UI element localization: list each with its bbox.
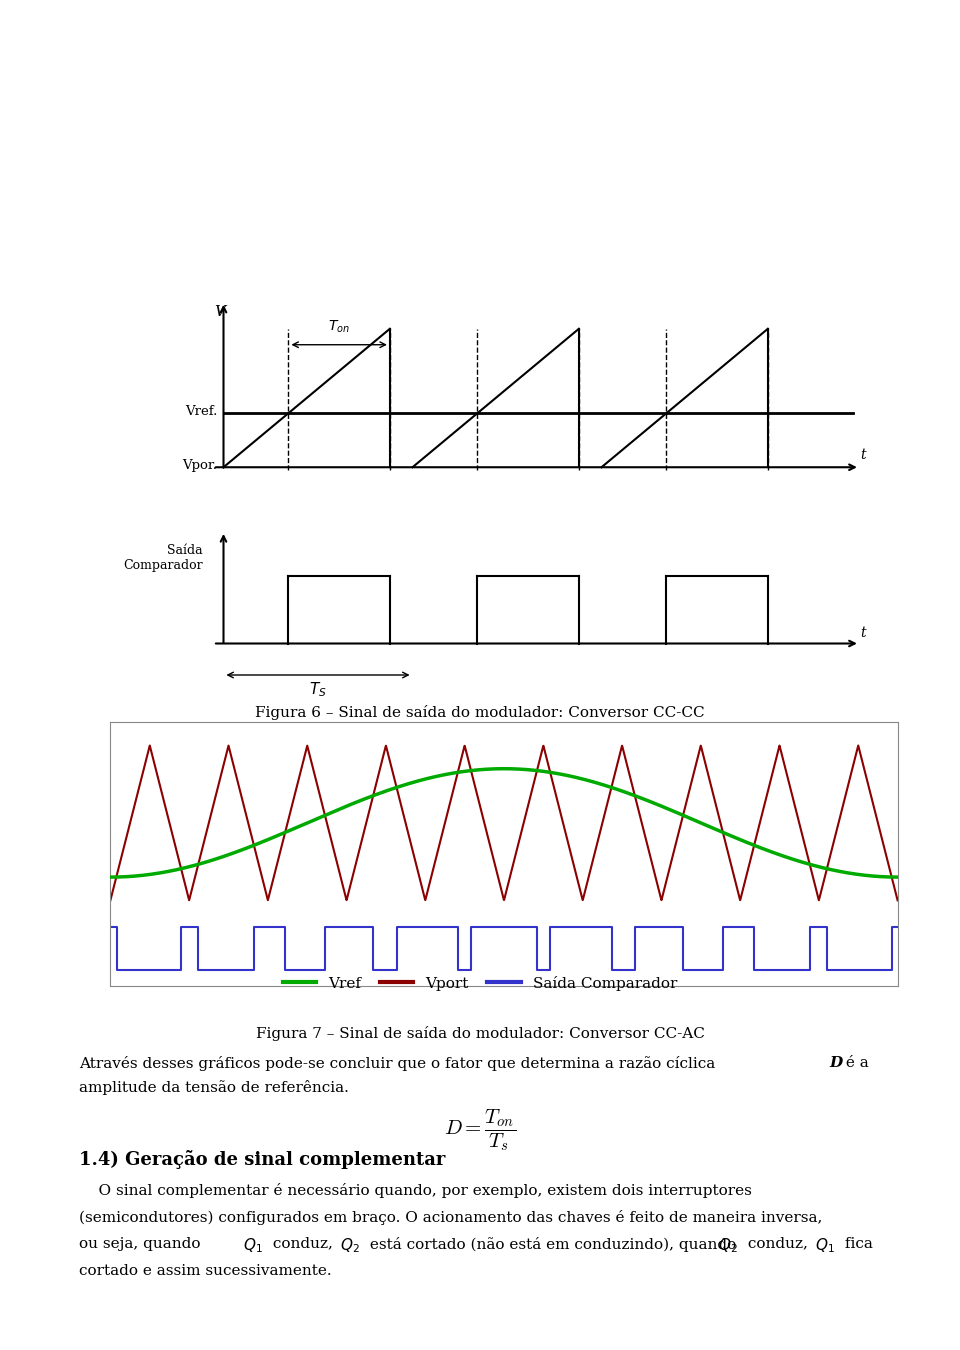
Text: $\mathbf{\mathit{Q_2}}$: $\mathbf{\mathit{Q_2}}$: [340, 1237, 359, 1256]
Text: conduz,: conduz,: [268, 1237, 338, 1250]
Text: fica: fica: [840, 1237, 873, 1250]
Text: $\mathbf{\mathit{Q_1}}$: $\mathbf{\mathit{Q_1}}$: [815, 1237, 835, 1256]
Text: conduz,: conduz,: [743, 1237, 813, 1250]
Text: (semicondutores) configurados em braço. O acionamento das chaves é feito de mane: (semicondutores) configurados em braço. …: [79, 1210, 822, 1224]
Text: $\mathbf{\mathit{Q_1}}$: $\mathbf{\mathit{Q_1}}$: [243, 1237, 263, 1256]
Text: Figura 7 – Sinal de saída do modulador: Conversor CC-AC: Figura 7 – Sinal de saída do modulador: …: [255, 1026, 705, 1041]
Legend: Vref, Vport, Saída Comparador: Vref, Vport, Saída Comparador: [276, 969, 684, 996]
Text: t: t: [860, 448, 865, 463]
Text: cortado e assim sucessivamente.: cortado e assim sucessivamente.: [79, 1264, 331, 1277]
Text: $D = \dfrac{T_{on}}{T_s}$: $D = \dfrac{T_{on}}{T_s}$: [444, 1107, 516, 1153]
Text: V: V: [214, 305, 225, 319]
Text: está cortado (não está em conduzindo), quando: está cortado (não está em conduzindo), q…: [365, 1237, 741, 1251]
Text: Vref.: Vref.: [185, 405, 217, 418]
Text: Através desses gráficos pode-se concluir que o fator que determina a razão cícli: Através desses gráficos pode-se concluir…: [79, 1056, 720, 1071]
Text: $T_{on}$: $T_{on}$: [328, 319, 350, 335]
Text: 1.4) Geração de sinal complementar: 1.4) Geração de sinal complementar: [79, 1150, 445, 1169]
Text: O sinal complementar é necessário quando, por exemplo, existem dois interruptore: O sinal complementar é necessário quando…: [79, 1183, 752, 1197]
Text: Figura 6 – Sinal de saída do modulador: Conversor CC-CC: Figura 6 – Sinal de saída do modulador: …: [255, 705, 705, 720]
Text: amplitude da tensão de referência.: amplitude da tensão de referência.: [79, 1080, 348, 1095]
Text: $\mathbf{\mathit{Q_2}}$: $\mathbf{\mathit{Q_2}}$: [718, 1237, 737, 1256]
Text: $T_S$: $T_S$: [309, 680, 326, 699]
Text: ou seja, quando: ou seja, quando: [79, 1237, 205, 1250]
Text: é a: é a: [841, 1056, 869, 1069]
Text: t: t: [860, 626, 865, 640]
Text: Saída
Comparador: Saída Comparador: [123, 544, 203, 572]
Text: D: D: [829, 1056, 843, 1069]
Text: Vpor.: Vpor.: [182, 459, 217, 472]
